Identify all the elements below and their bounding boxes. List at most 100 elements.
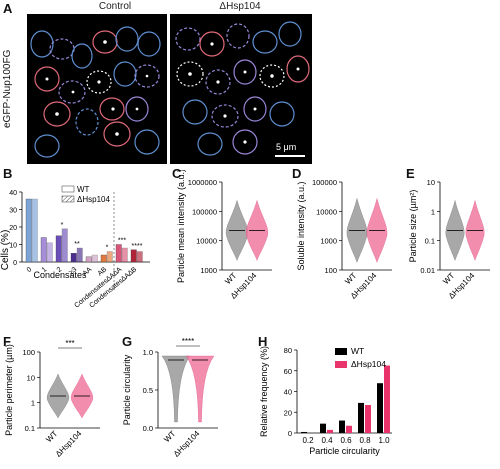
violin-ytick-label: 10000 <box>316 207 337 216</box>
violin-ytick-label: 100 <box>22 348 35 357</box>
chart-h-bar-0-0 <box>301 431 307 433</box>
chart-b-bar-WT-1 <box>40 237 47 263</box>
micrograph-title-dhsp104: ΔHsp104 <box>219 1 261 12</box>
violin-ytick-label: 100 <box>324 266 337 275</box>
chart-b-bar-WT-7 <box>130 249 137 263</box>
chart-b-bar-ΔHsp104-4 <box>91 254 98 263</box>
chart-h-ytick-label: 20 <box>284 408 292 417</box>
chart-h-xtick-label: 0.2 <box>302 436 314 445</box>
micrograph-title-control: Control <box>98 1 132 12</box>
chart-b-ytick-label: 10 <box>9 243 17 250</box>
chart-b-bar-ΔHsp104-1 <box>46 242 53 263</box>
legend-swatch-dhsp104 <box>61 195 75 203</box>
chart-h-ytick-label: 40 <box>284 388 292 397</box>
chart-h-xlabel: Particle circularity <box>309 446 380 456</box>
chart-b-xlabel: Condensates <box>33 270 87 280</box>
violin-ytick-label: 0.1 <box>425 237 435 246</box>
violin-1 <box>185 355 215 423</box>
panel-label-e: E <box>406 166 415 181</box>
chart-b-xtick-label: 2 <box>56 266 64 274</box>
chart-b-ytick-label: 20 <box>9 225 17 232</box>
violin-ytick-label: 1 <box>431 207 435 216</box>
chart-b-bars: *** ******** <box>25 192 143 292</box>
micrograph-dhsp104-cells <box>175 21 310 157</box>
chart-h-bar-0-4 <box>377 383 383 433</box>
violin-ytick-label: 0.1 <box>25 424 35 433</box>
chart-b-significance: **** <box>132 243 143 250</box>
chart-h-ytick-label: 60 <box>284 367 292 376</box>
panel-label-a: A <box>3 1 13 16</box>
chart-h-bar-1-3 <box>365 404 371 433</box>
chart-h-legend-swatch <box>335 348 347 355</box>
chart-b-legend: WT ΔHsp104 <box>61 185 110 204</box>
chart-b-ytick-label: 40 <box>9 190 17 197</box>
chart-h-legend-label: ΔHsp104 <box>351 359 386 369</box>
chart-h-ytick-label: 80 <box>284 346 292 355</box>
violin-ytick-label: 0.0 <box>143 424 153 433</box>
chart-b-ylabel: Cells (%) <box>0 230 11 271</box>
chart-b-ytick-label: 0 <box>13 260 17 267</box>
chart-b-bar-WT-5 <box>100 254 107 263</box>
chart-h-bar-1-1 <box>327 429 333 433</box>
violin-ytick-label: 0.01 <box>420 266 435 275</box>
chart-b-bar-ΔHsp104-5 <box>106 251 113 263</box>
chart-h-bar-0-2 <box>339 420 345 433</box>
violin-ylabel: Particle size (µm²) <box>408 190 418 263</box>
chart-h-xtick-label: 0.6 <box>340 436 352 445</box>
violin-xtick-label: WT <box>44 429 59 444</box>
chart-d: Soluble intensity (a.u.) 100000 10000 1000 1… <box>296 178 392 301</box>
micrograph-control-cells <box>30 26 161 158</box>
chart-h-legend-swatch <box>335 361 347 368</box>
violin-ytick-label: 10 <box>27 373 35 382</box>
violin-significance: *** <box>65 339 74 348</box>
chart-h-xtick-label: 0.4 <box>321 436 333 445</box>
violin-xtick-label: WT <box>223 271 238 286</box>
violin-ytick-label: 1000 <box>200 266 217 275</box>
chart-h-ylabel: Relative frequency (%) <box>259 346 269 437</box>
chart-b-bar-WT-4 <box>85 256 92 263</box>
micrograph-dhsp104: 5 μm <box>170 14 312 164</box>
violin-ytick-label: 1000 <box>320 237 337 246</box>
violin-ytick-label: 1 <box>31 399 35 408</box>
chart-b-significance: * <box>61 222 64 229</box>
chart-h-ytick-label: 0 <box>288 429 292 438</box>
chart-b-bar-ΔHsp104-3 <box>76 247 83 263</box>
chart-b-xtick-label: AA <box>82 266 94 278</box>
chart-h-bar-0-1 <box>320 423 326 433</box>
chart-h: Relative frequency (%) 0 20 40 60 80 0.2 0.4 0.6… <box>259 346 392 456</box>
chart-f: Particle perimeter (µm) 100 10 1 0.1 WTΔHsp10… <box>4 339 100 459</box>
violin-ytick-label: 100000 <box>192 207 217 216</box>
chart-h-bar-1-4 <box>384 365 390 433</box>
chart-b-significance: ** <box>74 241 80 248</box>
micrograph-control <box>27 14 167 164</box>
violin-0 <box>161 355 191 423</box>
violin-ytick-label: 10000 <box>196 237 217 246</box>
chart-b-ytick-label: 30 <box>9 208 17 215</box>
chart-c: Particle mean intensity (a.u.) 1000000 100… <box>176 170 272 301</box>
scale-bar-label: 5 μm <box>276 142 297 152</box>
panel-label-g: G <box>122 334 133 349</box>
chart-b-xtick-label: 0 <box>26 266 34 274</box>
chart-b-bar-ΔHsp104-7 <box>136 251 143 263</box>
chart-b-bar-ΔHsp104-2 <box>61 228 68 263</box>
chart-b-bar-WT-6 <box>115 244 122 263</box>
chart-h-bar-1-2 <box>346 425 352 433</box>
chart-b-significance: *** <box>118 238 126 245</box>
violin-ytick-label: 0.5 <box>143 386 153 395</box>
violin-ylabel: Particle circularity <box>122 354 132 425</box>
violin-xtick-label: ΔHsp104 <box>54 429 84 459</box>
violin-xtick-label: WT <box>441 271 456 286</box>
chart-b-bar-WT-3 <box>70 253 77 263</box>
violin-xtick-label: ΔHsp104 <box>172 429 202 459</box>
chart-b-xtick-label: 1 <box>41 266 49 274</box>
violin-ylabel: Soluble intensity (a.u.) <box>296 181 306 270</box>
violin-xtick-label: WT <box>162 429 177 444</box>
violin-significance: **** <box>182 338 194 346</box>
violin-ytick-label: 10 <box>427 178 435 187</box>
chart-b-bar-ΔHsp104-0 <box>31 198 38 263</box>
chart-h-xtick-label: 0.8 <box>359 436 371 445</box>
chart-b-bar-WT-0 <box>25 198 32 263</box>
